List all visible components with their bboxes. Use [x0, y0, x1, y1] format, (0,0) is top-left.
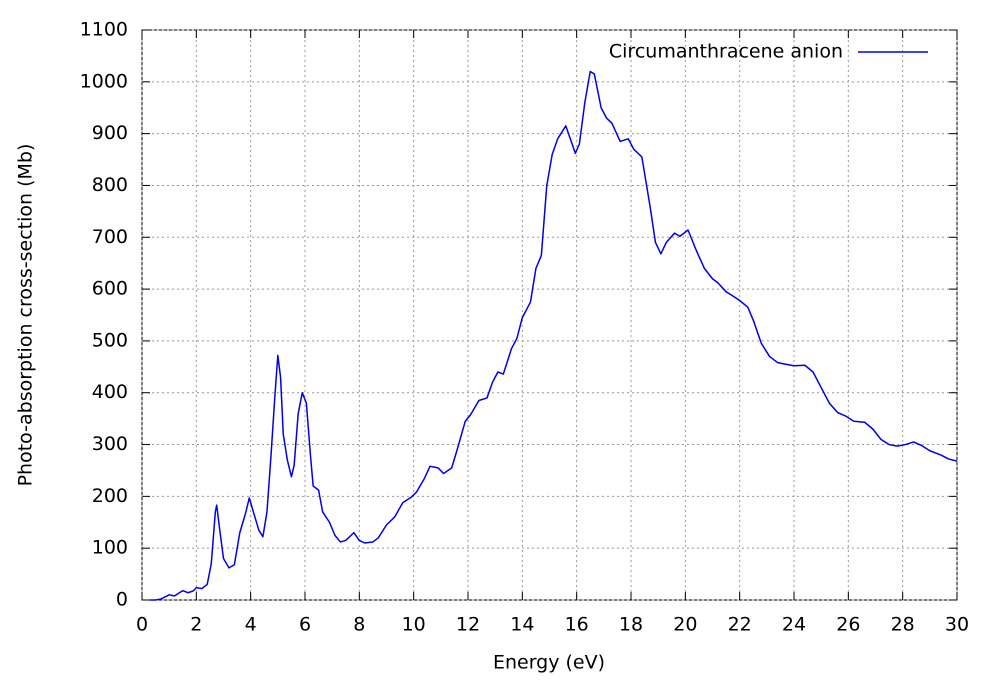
x-tick-label: 16	[565, 614, 589, 636]
x-tick-label: 20	[673, 614, 697, 636]
x-tick-label: 0	[136, 614, 148, 636]
y-tick-label: 100	[92, 537, 128, 559]
y-tick-label: 300	[92, 433, 128, 455]
x-tick-label: 8	[353, 614, 365, 636]
y-tick-label: 1000	[80, 70, 128, 92]
y-tick-label: 0	[116, 589, 128, 611]
x-tick-label: 30	[945, 614, 969, 636]
x-tick-label: 28	[891, 614, 915, 636]
x-tick-label: 12	[456, 614, 480, 636]
y-tick-label: 900	[92, 122, 128, 144]
x-tick-label: 2	[190, 614, 202, 636]
legend-label: Circumanthracene anion	[609, 41, 843, 63]
x-tick-label: 24	[782, 614, 806, 636]
y-tick-label: 1100	[80, 19, 128, 41]
y-tick-label: 400	[92, 381, 128, 403]
y-tick-label: 200	[92, 485, 128, 507]
y-tick-label: 600	[92, 278, 128, 300]
y-axis-label: Photo-absorption cross-section (Mb)	[15, 144, 37, 487]
x-tick-label: 22	[728, 614, 752, 636]
y-tick-label: 800	[92, 174, 128, 196]
x-tick-label: 6	[299, 614, 311, 636]
plot-frame	[141, 29, 958, 601]
x-tick-label: 10	[402, 614, 426, 636]
x-axis-label: Energy (eV)	[493, 652, 605, 674]
y-tick-label: 700	[92, 226, 128, 248]
y-tick-label: 500	[92, 329, 128, 351]
data-line	[150, 70, 958, 601]
x-tick-label: 14	[510, 614, 534, 636]
x-tick-label: 18	[619, 614, 643, 636]
x-tick-label: 26	[836, 614, 860, 636]
x-tick-label: 4	[245, 614, 257, 636]
